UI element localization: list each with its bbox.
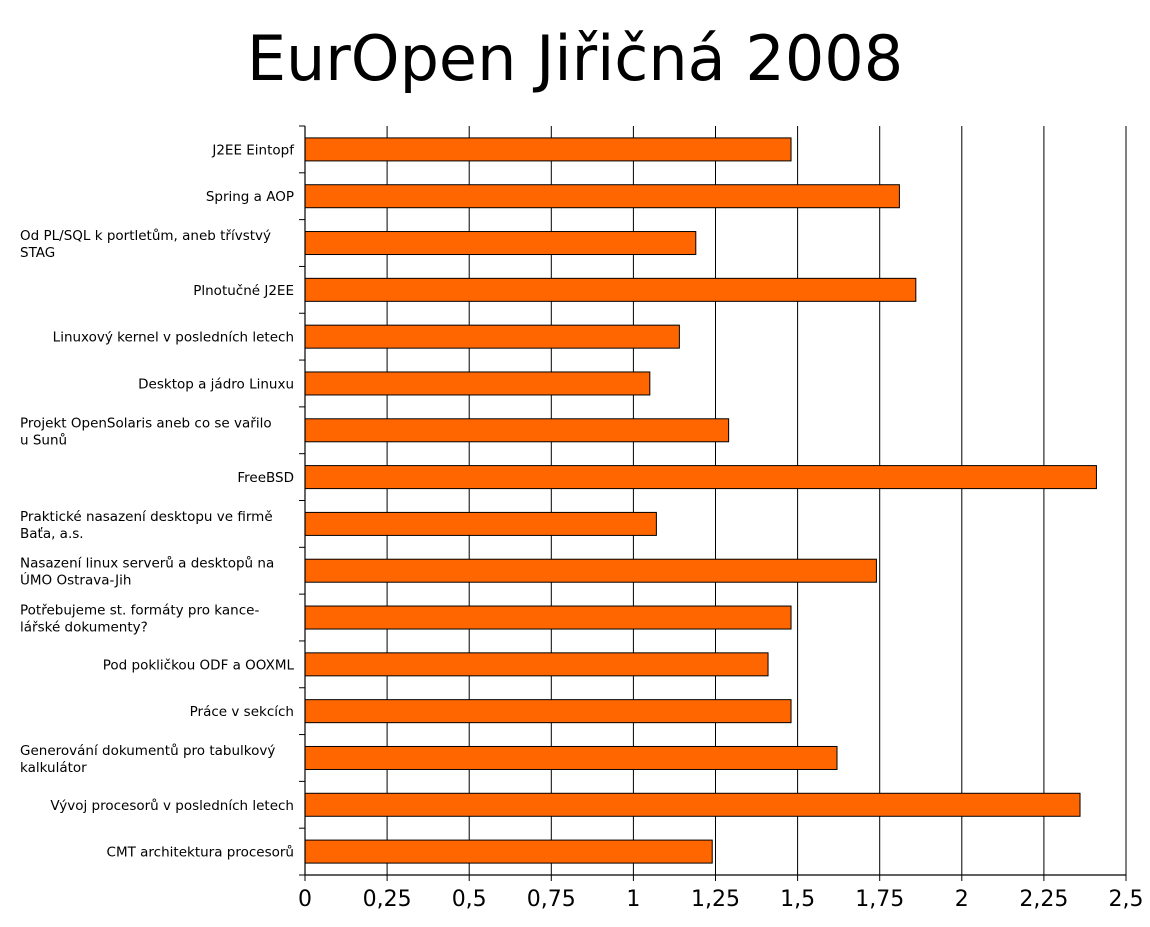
bar [304, 184, 900, 209]
bar [304, 418, 730, 443]
bar [304, 371, 651, 396]
category-label: Desktop a jádro Linuxu [138, 376, 294, 392]
x-tick-label: 1,5 [780, 887, 815, 912]
bar [304, 558, 877, 583]
category-label: Linuxový kernel v posledních letech [53, 330, 294, 346]
category-label: Práce v sekcích [190, 704, 294, 720]
category-label: CMT architektura procesorů [107, 845, 294, 861]
bar [304, 792, 1081, 817]
bar [304, 605, 792, 630]
category-label: Plnotučné J2EE [193, 283, 294, 299]
x-tick-label: 2 [955, 887, 969, 912]
x-tick-label: 0,75 [527, 887, 576, 912]
bar [304, 277, 917, 302]
x-tick-label: 0,25 [363, 887, 412, 912]
category-label: J2EE Eintopf [211, 142, 295, 158]
category-label: Vývoj procesorů v posledních letech [50, 798, 294, 814]
x-tick-label: 1,25 [691, 887, 740, 912]
category-label: FreeBSD [237, 470, 294, 486]
bar [304, 137, 792, 162]
x-tick-label: 1,75 [855, 887, 904, 912]
category-label: Projekt OpenSolaris aneb co se vařilo u S… [20, 415, 272, 448]
bar [304, 511, 657, 536]
x-tick-label: 1 [626, 887, 640, 912]
bar [304, 324, 680, 349]
category-label: Generování dokumentů pro tabulkový kalkul… [20, 743, 275, 776]
category-label: Praktické nasazení desktopu ve firmě Baťa… [20, 509, 273, 542]
bar [304, 465, 1097, 490]
x-tick-label: 0,5 [452, 887, 487, 912]
bar [304, 745, 838, 770]
category-label: Od PL/SQL k portletům, aneb třívstvý STAG [20, 228, 271, 261]
bar [304, 839, 713, 864]
category-label: Pod pokličkou ODF a OOXML [103, 657, 295, 673]
x-tick-label: 2,5 [1109, 887, 1144, 912]
bar [304, 652, 769, 677]
x-tick-label: 0 [298, 887, 312, 912]
x-tick-label: 2,25 [1019, 887, 1068, 912]
category-label: Spring a AOP [206, 189, 294, 205]
bar [304, 699, 792, 724]
chart-title: EurOpen Jiřičná 2008 [246, 22, 904, 95]
category-label: Nasazení linux serverů a desktopů na ÚMO … [20, 556, 274, 589]
bar [304, 231, 697, 256]
category-label: Potřebujeme st. formáty pro kance-lářské… [20, 603, 259, 636]
